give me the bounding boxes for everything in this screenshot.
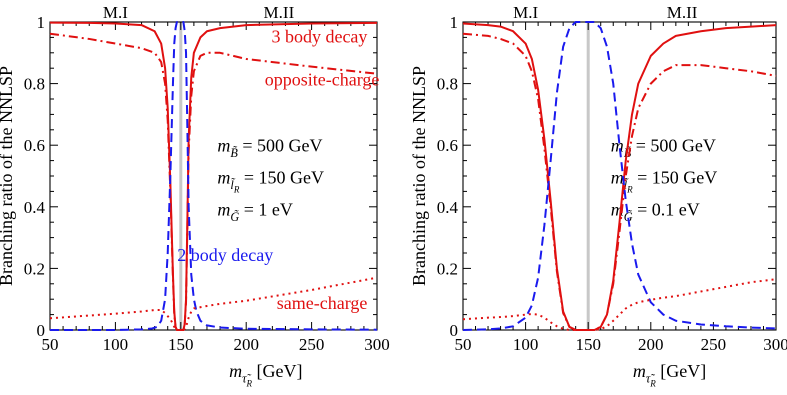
region-label: M.II [667,3,698,22]
x-tick-label: 250 [701,335,727,354]
x-axis-label: mτ̃R [GeV] [633,361,706,388]
series-line-dashed [50,21,378,331]
y-tick-label: 0 [37,321,46,340]
x-tick-label: 50 [455,335,472,354]
parameter-label: ml̃R = 150 GeV [611,167,718,194]
series-line-dotted [49,276,378,331]
right-panel: 50 100 150 200 250 300 0 0.2 0.4 0.6 0.8 1 Branching… [409,3,787,388]
y-axis-label: Branching ratio of the NNLSP [409,66,429,286]
x-axis-label: mτ̃R [GeV] [229,361,302,388]
y-tick-label: 0.2 [24,259,45,278]
left-panel: 50 100 150 200 250 300 0 0.2 0.4 0.6 0.8 1 Branching… [0,3,390,388]
curve-annotation: 3 body decay [271,26,367,46]
series-line-dashdot [49,32,378,331]
x-tick-label: 250 [299,335,325,354]
curve-annotation: 2 body decay [177,245,273,265]
parameter-label: mB̃ = 500 GeV [217,135,322,159]
curve-annotation: same-charge [277,293,368,313]
y-tick-label: 0.8 [24,75,45,94]
x-tick-label: 300 [763,335,787,354]
y-tick-label: 0 [450,321,459,340]
y-tick-label: 0.6 [24,136,45,155]
parameter-label: mG̃ = 1 eV [217,199,292,223]
curve-annotation: opposite-charge [265,70,380,90]
y-tick-label: 0.8 [437,75,458,94]
parameter-label: mG̃ = 0.1 eV [611,199,700,223]
x-tick-label: 100 [103,335,129,354]
series-line-dashed [462,21,777,331]
region-label: M.I [103,3,128,22]
parameter-label: ml̃R = 150 GeV [217,167,324,194]
region-label: M.II [264,3,295,22]
y-tick-label: 0.6 [437,136,458,155]
x-tick-label: 100 [513,335,539,354]
y-tick-label: 1 [37,13,46,32]
series-line-solid [49,21,378,331]
y-tick-label: 0.4 [437,198,459,217]
region-label: M.I [513,3,538,22]
x-tick-label: 200 [638,335,664,354]
series-line-dotted [462,278,777,331]
y-tick-label: 0.4 [24,198,46,217]
y-axis-label: Branching ratio of the NNLSP [0,66,16,286]
x-tick-label: 50 [42,335,59,354]
x-tick-label: 150 [168,335,194,354]
x-tick-label: 200 [233,335,259,354]
x-tick-label: 300 [364,335,390,354]
x-tick-label: 150 [575,335,601,354]
y-tick-label: 1 [450,13,459,32]
y-tick-label: 0.2 [437,259,458,278]
